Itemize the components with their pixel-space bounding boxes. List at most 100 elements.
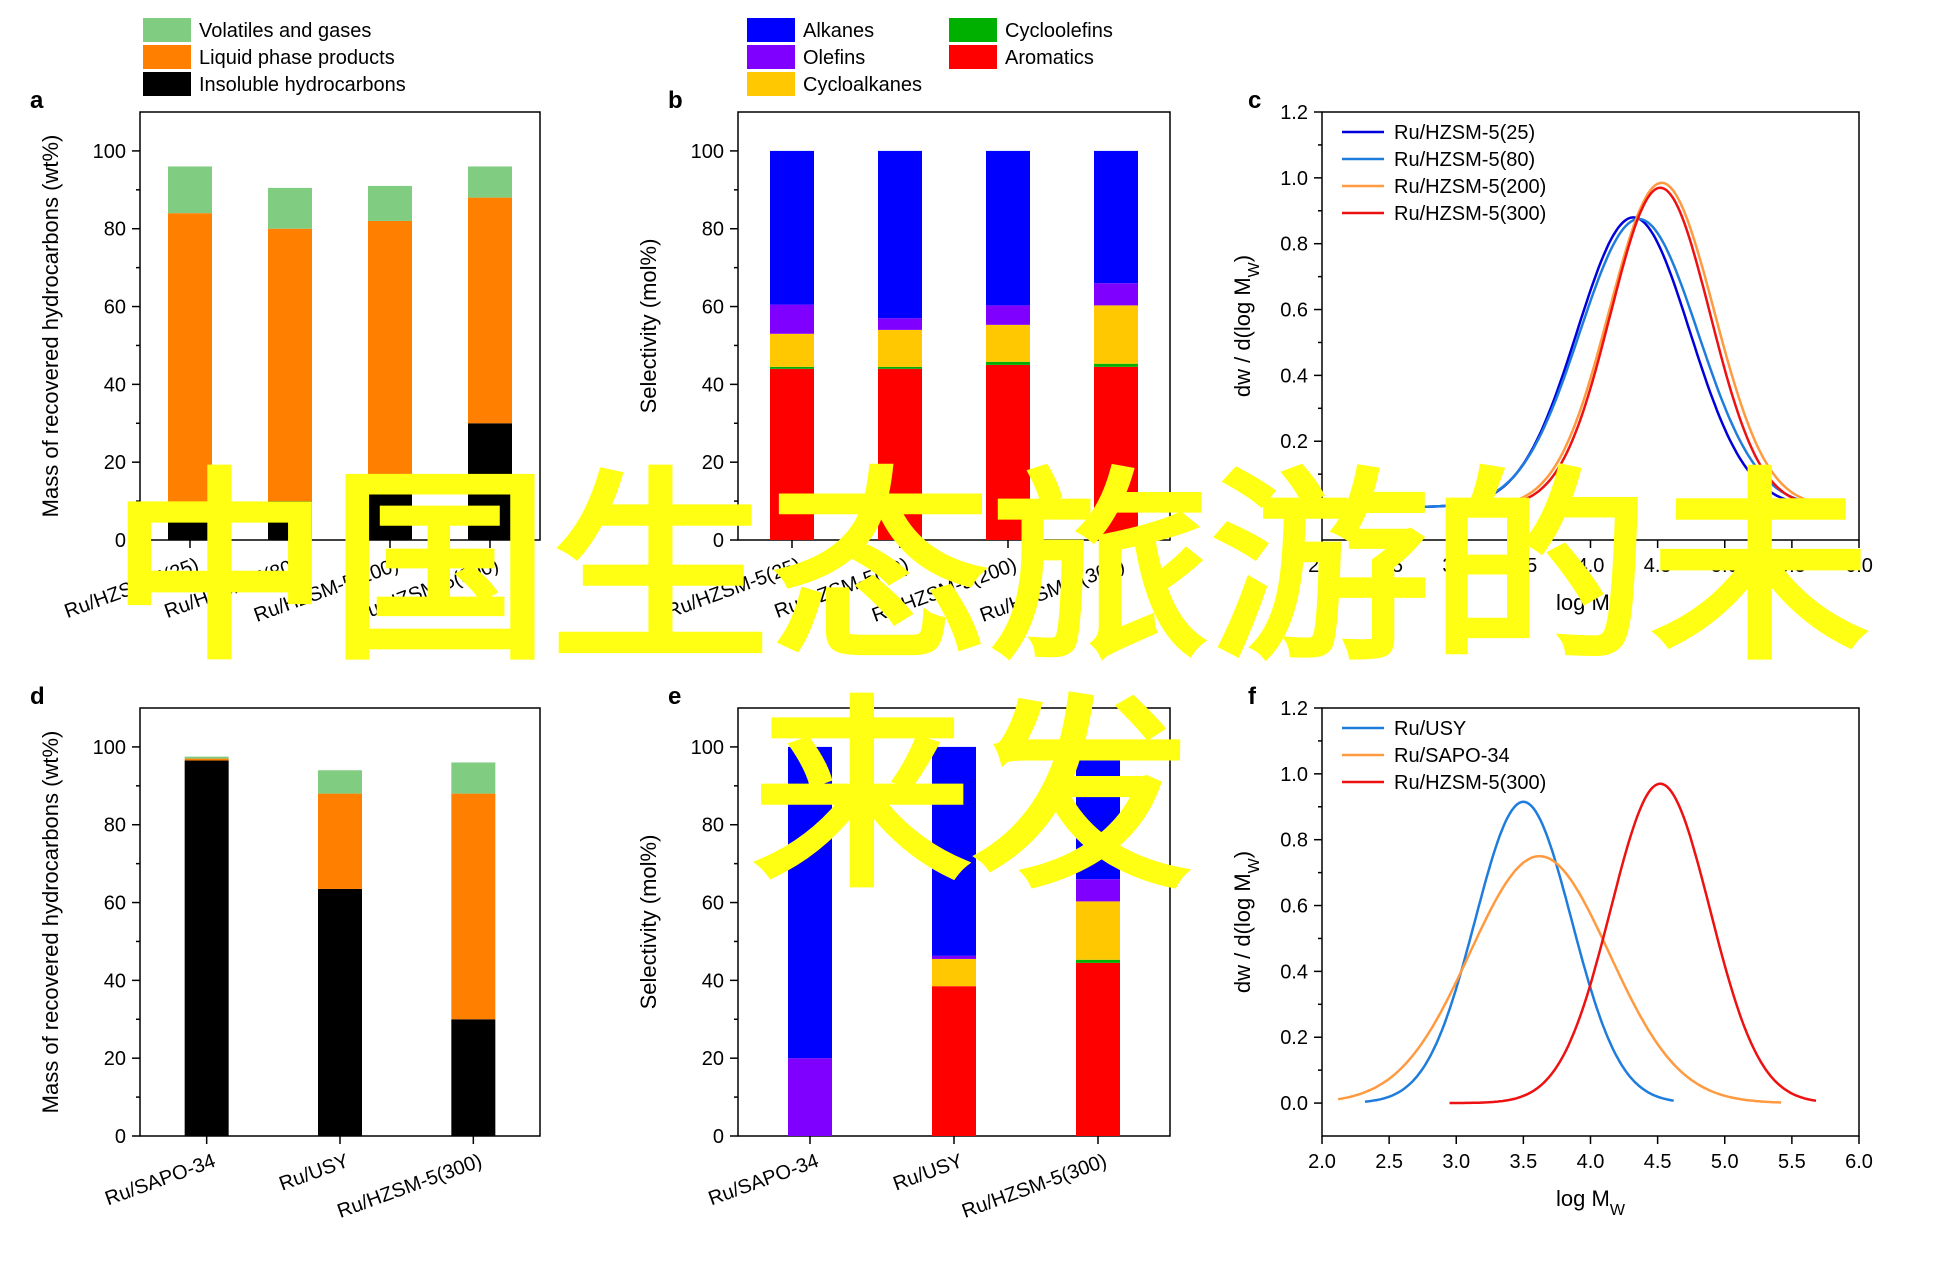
- legend-label: Aromatics: [1005, 47, 1094, 69]
- y-tick-label: 0.0: [1280, 497, 1308, 519]
- x-category-label: Ru/USY: [276, 1150, 351, 1195]
- bar-segment: [184, 758, 229, 761]
- legend-label: Ru/SAPO-34: [1394, 745, 1510, 767]
- legend-label: Ru/HZSM-5(300): [1394, 772, 1546, 794]
- bar-segment: [986, 305, 1030, 325]
- x-tick-label: 3.5: [1509, 1151, 1537, 1173]
- y-tick-label: 1.0: [1280, 168, 1308, 190]
- y-tick-label: 20: [702, 452, 724, 474]
- bar-segment: [1076, 746, 1120, 880]
- x-category-label: Ru/HZSM-5(300): [334, 1150, 485, 1223]
- y-axis-label: Mass of recovered hydrocarbons (wt%): [38, 135, 63, 518]
- y-tick-label: 0.4: [1280, 961, 1308, 983]
- panel-letter: e: [668, 683, 681, 710]
- bar-segment: [770, 368, 814, 540]
- x-category-label: Ru/SAPO-34: [102, 1150, 218, 1210]
- x-category-label: Ru/SAPO-34: [706, 1150, 822, 1210]
- y-tick-label: 0.2: [1280, 1027, 1308, 1049]
- series-line: [1337, 854, 1782, 1104]
- y-axis-label: Selectivity (mol%): [636, 239, 661, 414]
- y-axis-label-main: dw / d(log M: [1230, 277, 1255, 397]
- y-tick-label: 80: [104, 815, 126, 837]
- legend-label: Volatiles and gases: [199, 20, 371, 42]
- legend-label: Ru/HZSM-5(300): [1394, 203, 1546, 225]
- y-tick-label: 100: [691, 141, 724, 163]
- x-tick-label: 4.0: [1577, 1151, 1605, 1173]
- legend-label: Cycloolefins: [1005, 20, 1113, 42]
- legend-swatch: [747, 72, 795, 96]
- y-tick-label: 100: [691, 737, 724, 759]
- x-tick-label: 2.0: [1308, 555, 1336, 577]
- bar-segment: [268, 187, 312, 229]
- bar-segment: [932, 746, 976, 956]
- bar-segment: [878, 368, 922, 540]
- bar-segment: [1076, 879, 1120, 902]
- x-axis-label-main: log M: [1556, 1186, 1610, 1211]
- bar-segment: [932, 958, 976, 987]
- series-line: [1364, 800, 1674, 1103]
- legend-label: Cycloalkanes: [803, 74, 922, 96]
- bar-segment: [932, 986, 976, 1136]
- legend-label: Ru/HZSM-5(80): [1394, 149, 1535, 171]
- legend-label: Olefins: [803, 47, 865, 69]
- bar-segment: [184, 760, 229, 1136]
- series-line: [1449, 782, 1817, 1105]
- y-tick-label: 0.2: [1280, 431, 1308, 453]
- y-axis-label-main: dw / d(log M: [1230, 873, 1255, 993]
- bar-segment: [770, 150, 814, 305]
- y-axis-label-sub: W: [1246, 261, 1263, 277]
- x-axis-label-sub: W: [1610, 606, 1626, 623]
- x-tick-label: 6.0: [1845, 1151, 1873, 1173]
- y-tick-label: 0: [115, 530, 126, 552]
- y-tick-label: 0.0: [1280, 1093, 1308, 1115]
- y-tick-label: 20: [702, 1048, 724, 1070]
- bar-segment: [986, 364, 1030, 540]
- bar-segment: [368, 185, 412, 221]
- bar-segment: [878, 329, 922, 367]
- bar-segment: [451, 762, 496, 794]
- legend-swatch: [949, 45, 997, 69]
- bar-segment: [318, 793, 362, 889]
- y-tick-label: 20: [104, 452, 126, 474]
- x-tick-label: 6.0: [1845, 555, 1873, 577]
- panel-letter: a: [30, 87, 44, 114]
- y-tick-label: 0.6: [1280, 300, 1308, 322]
- y-tick-label: 20: [104, 1048, 126, 1070]
- y-tick-label: 0.8: [1280, 234, 1308, 256]
- legend-label: Ru/HZSM-5(200): [1394, 176, 1546, 198]
- legend-label: Insoluble hydrocarbons: [199, 74, 406, 96]
- bar-segment: [451, 793, 496, 1020]
- y-tick-label: 60: [702, 297, 724, 319]
- y-tick-label: 80: [702, 815, 724, 837]
- bar-segment: [1094, 363, 1138, 367]
- bar-segment: [788, 746, 832, 1059]
- y-tick-label: 60: [104, 893, 126, 915]
- y-tick-label: 60: [104, 297, 126, 319]
- x-axis-label-sub: W: [1610, 1202, 1626, 1219]
- bar-segment: [1094, 305, 1138, 364]
- y-tick-label: 80: [702, 219, 724, 241]
- x-tick-label: 5.0: [1711, 1151, 1739, 1173]
- chart-panel-c: c0.00.20.40.60.81.01.2dw / d(log MW)2.0 2…: [1230, 87, 1873, 623]
- bar-segment: [468, 423, 512, 540]
- y-tick-label: 80: [104, 219, 126, 241]
- y-tick-label: 40: [702, 970, 724, 992]
- legend-label: Alkanes: [803, 20, 874, 42]
- bar-segment: [468, 197, 512, 424]
- y-tick-label: 0.4: [1280, 365, 1308, 387]
- y-tick-label: 1.2: [1280, 102, 1308, 124]
- x-tick-label: 2.5: [1375, 555, 1403, 577]
- y-tick-label: 0.8: [1280, 830, 1308, 852]
- plot-frame: [737, 111, 1171, 541]
- bar-segment: [878, 318, 922, 330]
- y-axis-label: dw / d(log MW): [1230, 851, 1263, 993]
- y-tick-label: 40: [104, 970, 126, 992]
- x-category-label: Ru/USY: [890, 1150, 965, 1195]
- x-tick-label: 2.0: [1308, 1151, 1336, 1173]
- series-line: [1449, 181, 1819, 509]
- bar-segment: [1076, 901, 1120, 960]
- x-tick-label: 4.5: [1644, 1151, 1672, 1173]
- bar-segment: [770, 366, 814, 369]
- bar-segment: [770, 304, 814, 334]
- chart-panel-f: f0.00.20.40.60.81.01.2dw / d(log MW)2.0 2…: [1230, 683, 1873, 1219]
